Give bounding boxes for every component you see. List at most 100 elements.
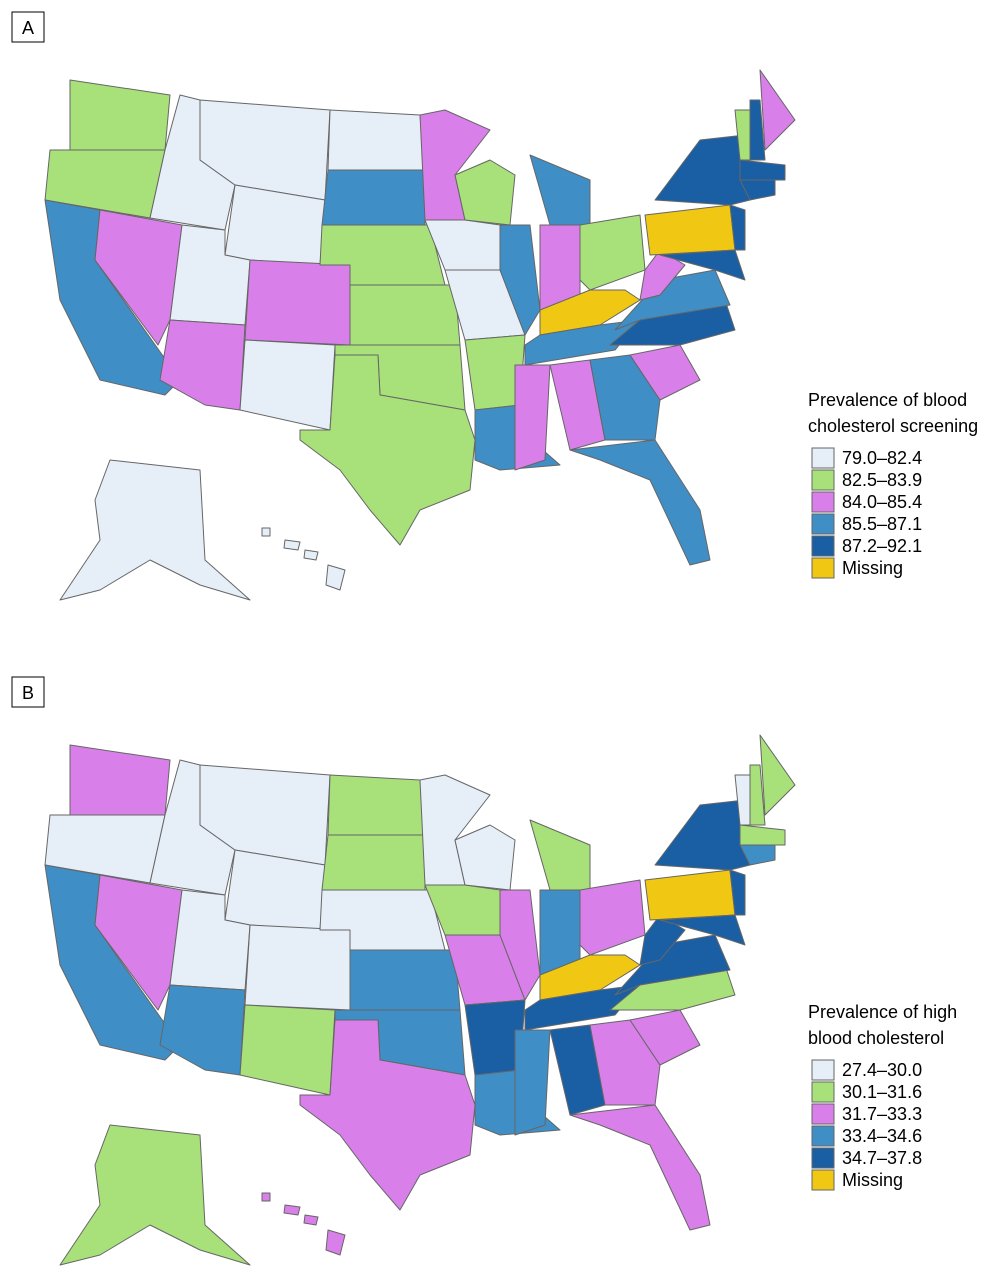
legend-label: 33.4–34.6	[842, 1126, 922, 1146]
legend-swatch	[811, 535, 835, 557]
region	[654, 134, 751, 206]
region	[729, 204, 746, 251]
legend-title: cholesterol screening	[808, 416, 978, 436]
region	[529, 154, 591, 226]
region	[303, 1214, 319, 1226]
legend-swatch	[811, 513, 835, 535]
panel-label: B	[22, 683, 34, 703]
legend-title: blood cholesterol	[808, 1028, 944, 1048]
region	[609, 964, 736, 1011]
legend-swatch	[811, 1169, 835, 1191]
region	[659, 249, 746, 281]
region	[654, 799, 751, 871]
region	[321, 169, 426, 226]
region	[739, 844, 776, 866]
region	[529, 819, 591, 891]
region	[327, 109, 426, 171]
region	[69, 744, 171, 816]
legend-swatch	[811, 1125, 835, 1147]
region	[283, 539, 301, 551]
region	[644, 869, 736, 921]
region	[244, 924, 351, 1011]
legend-label: 79.0–82.4	[842, 448, 922, 468]
region	[454, 824, 516, 891]
legend-swatch	[811, 491, 835, 513]
legend-title: Prevalence of blood	[808, 390, 967, 410]
region	[739, 179, 776, 201]
legend-label: Missing	[842, 558, 903, 578]
legend-label: 84.0–85.4	[842, 492, 922, 512]
legend-swatch	[811, 1147, 835, 1169]
legend-swatch	[811, 1059, 835, 1081]
region	[739, 159, 786, 181]
legend-title: Prevalence of high	[808, 1002, 957, 1022]
region	[739, 824, 786, 846]
map-panel: A Prevalence of blood cholesterol screenin…	[11, 11, 978, 601]
region	[759, 69, 796, 151]
region	[94, 209, 183, 346]
region	[579, 214, 646, 291]
region	[644, 204, 736, 256]
region	[729, 869, 746, 916]
legend-label: 31.7–33.3	[842, 1104, 922, 1124]
region	[244, 259, 351, 346]
region	[239, 339, 336, 431]
legend-swatch	[811, 1081, 835, 1103]
region	[589, 1019, 661, 1106]
region	[759, 734, 796, 816]
region	[299, 354, 476, 546]
region	[321, 834, 426, 891]
map-panel: B Prevalence of high blood cholesterol 27.4…	[11, 676, 957, 1266]
panel-label-box	[11, 676, 45, 708]
legend-label: 27.4–30.0	[842, 1060, 922, 1080]
legend-swatch	[811, 557, 835, 579]
region	[629, 1009, 701, 1066]
legend-label: Missing	[842, 1170, 903, 1190]
region	[69, 79, 171, 151]
legend-label: 87.2–92.1	[842, 536, 922, 556]
region	[261, 527, 271, 537]
region	[325, 1229, 346, 1256]
region	[514, 1029, 551, 1136]
legend-label: 82.5–83.9	[842, 470, 922, 490]
region	[659, 914, 746, 946]
region	[579, 879, 646, 956]
region	[629, 344, 701, 401]
region	[569, 1104, 711, 1231]
region	[299, 1019, 476, 1211]
legend-swatch	[811, 469, 835, 491]
legend-label: 30.1–31.6	[842, 1082, 922, 1102]
region	[325, 564, 346, 591]
region	[749, 764, 766, 826]
region	[499, 224, 541, 336]
region	[749, 99, 766, 161]
region	[589, 354, 661, 441]
region	[349, 949, 461, 1011]
region	[59, 1124, 251, 1266]
region	[349, 284, 461, 346]
region	[224, 849, 326, 931]
region	[94, 874, 183, 1011]
legend-label: 85.5–87.1	[842, 514, 922, 534]
panel-label: A	[22, 18, 34, 38]
region	[283, 1204, 301, 1216]
region	[499, 889, 541, 1001]
region	[224, 184, 326, 266]
panel-label-box	[11, 11, 45, 43]
region	[159, 319, 246, 411]
region	[159, 984, 246, 1076]
region	[239, 1004, 336, 1096]
region	[261, 1192, 271, 1202]
region	[327, 774, 426, 836]
legend-swatch	[811, 447, 835, 469]
region	[514, 364, 551, 471]
legend-label: 34.7–37.8	[842, 1148, 922, 1168]
region	[609, 299, 736, 346]
legend-swatch	[811, 1103, 835, 1125]
region	[59, 459, 251, 601]
region	[454, 159, 516, 226]
region	[303, 549, 319, 561]
region	[569, 439, 711, 566]
